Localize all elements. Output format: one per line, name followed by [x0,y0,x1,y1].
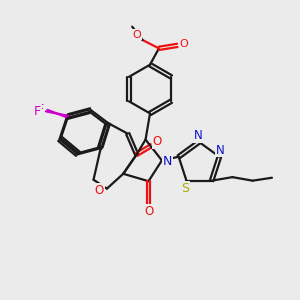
Text: N: N [216,144,224,157]
Text: O: O [95,184,104,196]
Text: N: N [194,129,203,142]
Text: O: O [144,205,153,218]
Text: O: O [133,30,142,40]
Text: O: O [153,136,162,148]
Text: S: S [181,182,189,195]
Text: N: N [163,155,172,168]
Text: O: O [179,39,188,49]
Text: F: F [37,103,44,116]
Text: F: F [34,105,41,118]
